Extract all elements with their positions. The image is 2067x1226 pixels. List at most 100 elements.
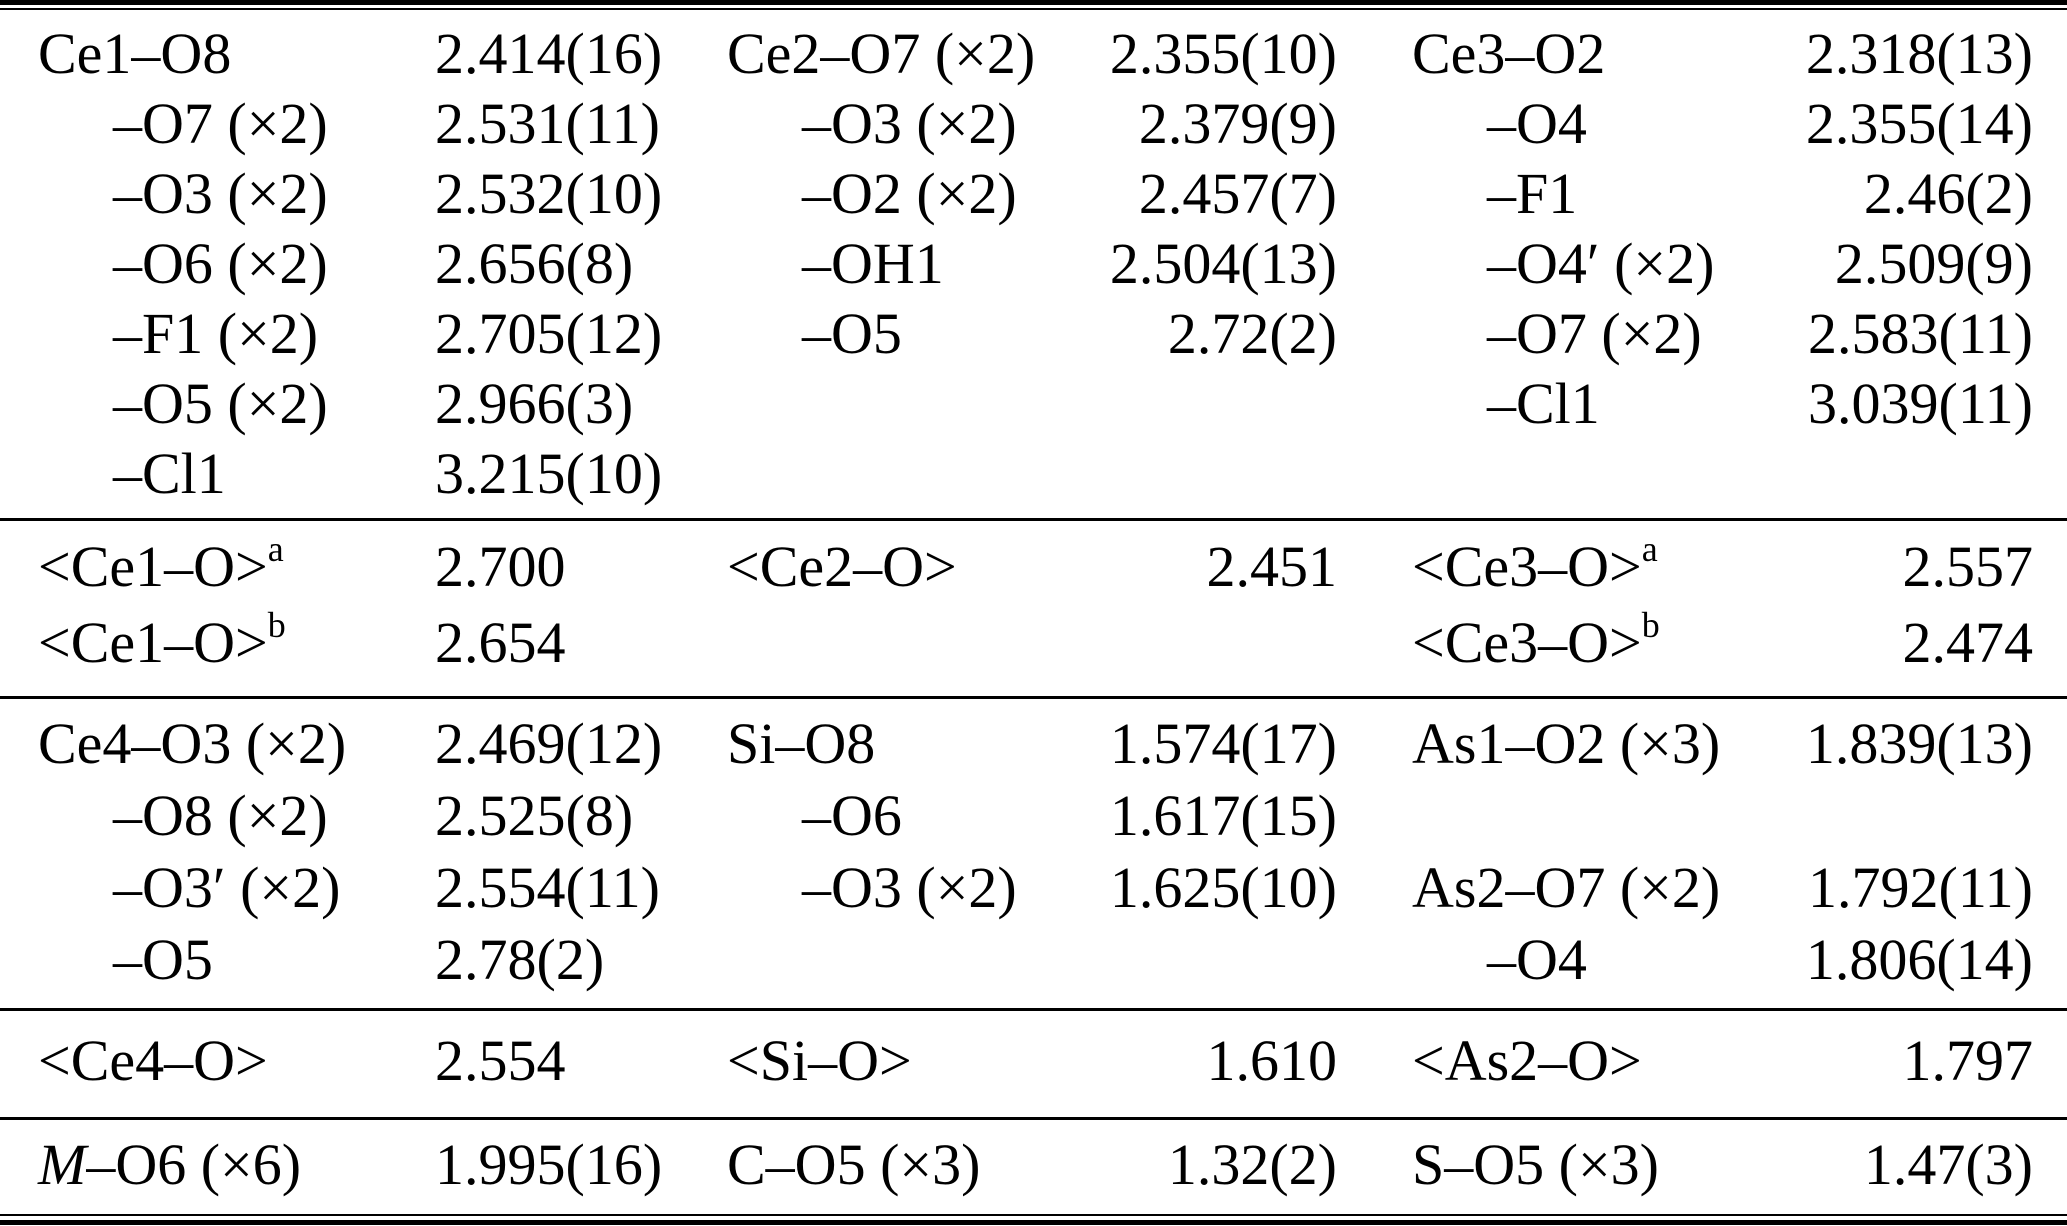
bond-row: Ce4–O3 (×2) 2.469(12) Si–O8 1.574(17) As1… bbox=[38, 708, 2033, 780]
bond-label: –O5 (×2) bbox=[38, 369, 435, 439]
bond-row: –O7 (×2) 2.531(11) –O3 (×2) 2.379(9) –O4 2… bbox=[38, 89, 2033, 159]
bond-label: –O6 bbox=[727, 780, 902, 852]
bond-value: 2.583(11) bbox=[1808, 301, 2033, 366]
bond-label-text: S–O5 (×3) bbox=[1412, 1132, 1659, 1197]
bond-value: 1.625(10) bbox=[1109, 855, 1337, 920]
bond-value: 2.355(10) bbox=[1109, 21, 1337, 86]
bond-value: 2.557 bbox=[1902, 534, 2034, 599]
superscript: a bbox=[1641, 529, 1658, 570]
bond-value: 1.47(3) bbox=[1863, 1132, 2033, 1197]
bond-label-text: –O6 (×2) bbox=[113, 231, 328, 296]
bond-label-text: –O6 bbox=[802, 783, 902, 848]
bond-label-text: <Ce2–O> bbox=[727, 534, 957, 599]
bond-label: –O4′ (×2) bbox=[1412, 229, 1714, 299]
bond-label-text: –O5 bbox=[113, 927, 213, 992]
bond-pair: As1–O2 (×3) 1.839(13) bbox=[1412, 708, 2033, 780]
bond-value: 2.474 bbox=[1902, 610, 2034, 675]
bond-pair: Si–O8 1.574(17) bbox=[727, 708, 1337, 780]
table-block-mean-2: <Ce4–O> 2.554 <Si–O> 1.610 <As2–O> 1.797 bbox=[0, 1011, 2067, 1117]
bond-label-text: –O7 (×2) bbox=[1487, 301, 1702, 366]
bond-label-text: –O5 bbox=[802, 301, 902, 366]
bond-row: <Ce1–O>a 2.700 <Ce2–O> 2.451 <Ce3–O>a 2.55… bbox=[38, 529, 2033, 605]
bond-pair: –O3 (×2) 1.625(10) bbox=[727, 852, 1337, 924]
bond-pair: –O7 (×2) 2.583(11) bbox=[1412, 299, 2033, 369]
bond-value: 2.654 bbox=[435, 610, 566, 675]
bond-label: –O3′ (×2) bbox=[38, 852, 435, 924]
bond-label: –O5 bbox=[727, 299, 902, 369]
bond-value: 2.656(8) bbox=[435, 231, 634, 296]
bond-label: –OH1 bbox=[727, 229, 944, 299]
bond-value: 2.46(2) bbox=[1863, 161, 2033, 226]
bond-row: –O3′ (×2) 2.554(11) –O3 (×2) 1.625(10) As… bbox=[38, 852, 2033, 924]
bond-pair: –O4 1.806(14) bbox=[1412, 924, 2033, 996]
bond-label: <Si–O> bbox=[727, 1026, 912, 1096]
bond-label: –O3 (×2) bbox=[727, 852, 1017, 924]
bond-value: 2.457(7) bbox=[1138, 161, 1337, 226]
bond-label: C–O5 (×3) bbox=[727, 1130, 980, 1200]
bond-label-text: –F1 bbox=[1487, 161, 1578, 226]
bond-label: –F1 bbox=[1412, 159, 1577, 229]
bond-pair: –O4 2.355(14) bbox=[1412, 89, 2033, 159]
bond-value: 1.995(16) bbox=[435, 1132, 663, 1197]
bond-label: –O5 bbox=[38, 924, 435, 996]
superscript: a bbox=[267, 529, 284, 570]
bond-label: –Cl1 bbox=[38, 439, 435, 509]
bond-row: Ce1–O8 2.414(16) Ce2–O7 (×2) 2.355(10) Ce… bbox=[38, 19, 2033, 89]
table-block-m-c-s: M–O6 (×6) 1.995(16) C–O5 (×3) 1.32(2) S–O… bbox=[0, 1120, 2067, 1214]
bond-pair: –F1 2.46(2) bbox=[1412, 159, 2033, 229]
bond-pair: C–O5 (×3) 1.32(2) bbox=[727, 1130, 1337, 1200]
bond-label: Ce1–O8 bbox=[38, 19, 435, 89]
bond-pair: –O2 (×2) 2.457(7) bbox=[727, 159, 1337, 229]
bond-label-text: –O3′ (×2) bbox=[113, 855, 341, 920]
bond-label: S–O5 (×3) bbox=[1412, 1130, 1659, 1200]
bond-pair: –O3 (×2) 2.379(9) bbox=[727, 89, 1337, 159]
bond-label: <As2–O> bbox=[1412, 1026, 1642, 1096]
bond-pair: <Si–O> 1.610 bbox=[727, 1026, 1337, 1096]
bond-pair: –O5 2.72(2) bbox=[727, 299, 1337, 369]
bond-label: –O3 (×2) bbox=[38, 159, 435, 229]
bond-label: –O7 (×2) bbox=[1412, 299, 1702, 369]
bond-label-text: –O4 bbox=[1487, 91, 1587, 156]
bond-value: 2.525(8) bbox=[435, 783, 634, 848]
bond-value: 1.797 bbox=[1902, 1028, 2034, 1093]
table-block-coordination-1: Ce1–O8 2.414(16) Ce2–O7 (×2) 2.355(10) Ce… bbox=[0, 10, 2067, 518]
bond-row: <Ce4–O> 2.554 <Si–O> 1.610 <As2–O> 1.797 bbox=[38, 1026, 2033, 1096]
bond-value: 1.32(2) bbox=[1167, 1132, 1337, 1197]
bond-label-text: As1–O2 (×3) bbox=[1412, 711, 1721, 776]
bond-row: –F1 (×2) 2.705(12) –O5 2.72(2) –O7 (×2) 2.… bbox=[38, 299, 2033, 369]
bond-pair: As2–O7 (×2) 1.792(11) bbox=[1412, 852, 2033, 924]
bond-label-text: –O5 (×2) bbox=[113, 371, 328, 436]
bond-label-text: Ce1–O8 bbox=[38, 21, 232, 86]
bond-pair: –OH1 2.504(13) bbox=[727, 229, 1337, 299]
bond-label-text: –O8 (×2) bbox=[113, 783, 328, 848]
bond-label-text: <Ce4–O> bbox=[38, 1028, 268, 1093]
bond-pair: Ce2–O7 (×2) 2.355(10) bbox=[727, 19, 1337, 89]
bond-label: <Ce4–O> bbox=[38, 1026, 435, 1096]
bond-pair: –O4′ (×2) 2.509(9) bbox=[1412, 229, 2033, 299]
bond-label: <Ce1–O>a bbox=[38, 529, 435, 605]
bond-label-text: –F1 (×2) bbox=[113, 301, 319, 366]
bond-label: Ce4–O3 (×2) bbox=[38, 708, 435, 780]
bond-pair: <Ce2–O> 2.451 bbox=[727, 529, 1337, 605]
bond-label: <Ce3–O>b bbox=[1412, 605, 1660, 681]
bond-pair: <Ce3–O>a 2.557 bbox=[1412, 529, 2033, 605]
bond-label: –O8 (×2) bbox=[38, 780, 435, 852]
bond-value: 2.554(11) bbox=[435, 855, 660, 920]
bond-label: <Ce2–O> bbox=[727, 529, 957, 605]
bond-label: –O3 (×2) bbox=[727, 89, 1017, 159]
bond-label-text: Si–O8 bbox=[727, 711, 876, 776]
bond-row: –O8 (×2) 2.525(8) –O6 1.617(15) bbox=[38, 780, 2033, 852]
bond-label-text: Ce3–O2 bbox=[1412, 21, 1606, 86]
bond-label-text: <Si–O> bbox=[727, 1028, 912, 1093]
bond-pair: <Ce3–O>b 2.474 bbox=[1412, 605, 2033, 681]
table-rule bbox=[0, 1008, 2067, 1011]
bond-label-text: –O4 bbox=[1487, 927, 1587, 992]
bond-pair: Ce3–O2 2.318(13) bbox=[1412, 19, 2033, 89]
bond-row: –O3 (×2) 2.532(10) –O2 (×2) 2.457(7) –F1 2… bbox=[38, 159, 2033, 229]
bond-label-text: C–O5 (×3) bbox=[727, 1132, 981, 1197]
bond-value: 2.78(2) bbox=[435, 927, 605, 992]
bond-label: As2–O7 (×2) bbox=[1412, 852, 1720, 924]
bond-value: 1.839(13) bbox=[1805, 711, 2033, 776]
table-rule-double-top bbox=[0, 0, 2067, 10]
bond-label-text: <Ce1–O> bbox=[38, 534, 268, 599]
